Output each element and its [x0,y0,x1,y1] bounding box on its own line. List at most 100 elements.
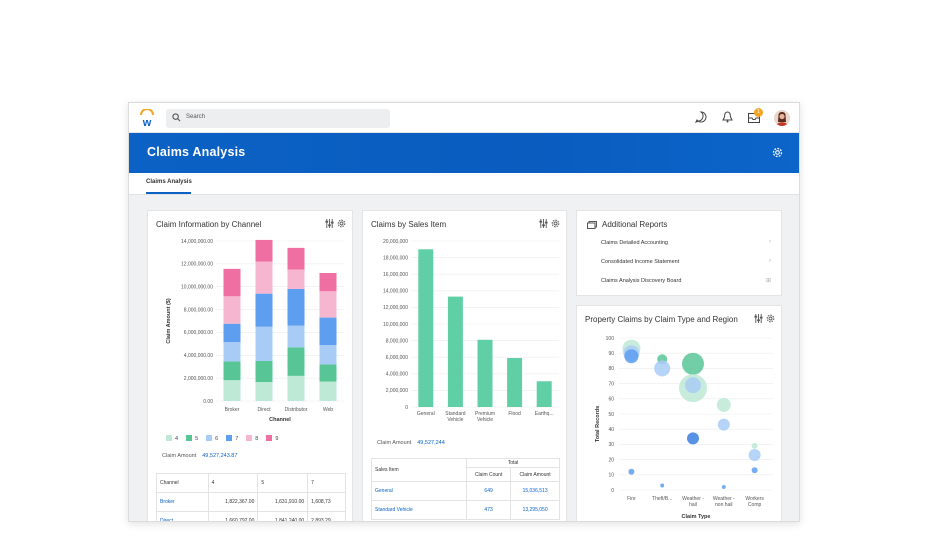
top-bar: w Search 1 [129,103,799,133]
row-name-link[interactable]: General [371,481,467,501]
card-actions [754,314,775,323]
chevron-right-icon[interactable]: › [769,239,771,245]
y-tick-label: 10 [608,473,614,479]
y-tick-label: 4,000,000 [386,372,408,378]
legend-label: 9 [275,436,279,442]
cell: 1,631,910.00 [257,492,309,512]
row-name-link[interactable]: Direct [156,511,209,521]
y-tick-label: 10,000,000 [383,322,408,328]
bar-segment [255,326,273,361]
table-header-row: Channel 4 5 7 [156,473,346,493]
x-tick-label: Comp [748,502,762,508]
card-claim-information-by-channel: Claim Information by Channel 14,000,000.… [147,210,353,521]
report-link[interactable]: Claims Detailed Accounting [601,240,668,246]
stacked-bar-chart: 14,000,000.00 12,000,000.00 10,000,000.00 8… [166,239,344,423]
row-name-link[interactable]: Standard Vehicle [371,500,467,520]
cell-link[interactable]: 649 [465,481,512,501]
bar-segment [287,375,305,401]
legend-label: 6 [215,436,219,442]
y-tick-label: 12,000,000 [383,305,408,311]
page-header: Claims Analysis [129,133,799,173]
user-avatar[interactable] [774,110,790,126]
notification-badge: 1 [754,108,763,117]
legend-item[interactable]: 9 [266,435,278,442]
card-actions [539,219,560,228]
cell-link[interactable]: 13,295,050 [510,500,560,520]
bar-segment [223,296,241,324]
gear-icon[interactable] [551,219,560,228]
legend-swatch [206,435,213,441]
search-placeholder: Search [186,114,206,120]
bar-segment [223,268,241,297]
bar-segment [255,261,273,294]
report-link[interactable]: Consolidated Income Statement [601,259,680,265]
group-header: Total [466,458,560,468]
bar [477,339,493,407]
card-property-claims: Property Claims by Claim Type and Region… [576,305,782,521]
y-tick-label: 6,000,000 [386,355,408,361]
y-tick-label: 14,000,000 [383,289,408,295]
total-value[interactable]: 49,527,243.87 [202,453,238,459]
legend-swatch [186,435,193,441]
bar [507,358,523,407]
bubble-point [751,467,758,474]
chevron-right-icon[interactable]: › [769,258,771,264]
reports-icon [587,221,597,229]
card-actions [325,219,346,228]
bar-chart: 20,000,000 18,000,000 16,000,000 14,000,000… [383,239,559,423]
bar-segment [255,239,273,262]
total-label: Claim Amount [377,440,412,446]
chart-settings-icon[interactable] [754,314,763,323]
card-additional-reports: Additional Reports Claims Detailed Accou… [576,210,782,296]
bar-segment [255,382,273,401]
discovery-board-icon[interactable]: ⊞ [765,278,771,284]
total-value[interactable]: 49,527,244 [417,440,445,446]
col-header: Claim Amount [510,467,560,482]
legend-item[interactable]: 4 [166,435,178,442]
bubble-point [628,468,635,475]
y-tick-label: 60 [608,397,614,403]
row-name-link[interactable]: Broker [156,492,209,512]
cell-link[interactable]: 473 [465,500,512,520]
active-tab-indicator [146,192,191,194]
legend-item[interactable]: 6 [206,435,218,442]
channel-table: Channel 4 5 7 Broker 1,822,367.00 1,631,… [156,473,346,521]
legend-item[interactable]: 5 [186,435,198,442]
legend-item[interactable]: 7 [226,435,238,442]
y-tick-label: 30 [608,442,614,448]
report-link[interactable]: Claims Analysis Discovery Board [601,278,682,284]
chart-settings-icon[interactable] [325,219,334,228]
x-tick-label: Premium [475,411,495,417]
x-tick-label: Direct [257,407,271,413]
sales-item-table: Sales Item Total Claim Count Claim Amoun… [371,458,560,520]
chat-icon[interactable] [695,111,707,123]
tab-claims-analysis[interactable]: Claims Analysis [146,179,192,185]
gear-icon[interactable] [772,147,783,158]
total-label: Claim Amount [162,453,197,459]
bar-segment [287,347,305,376]
y-tick-label: 100 [606,336,615,342]
x-tick-label: Distributor [285,407,308,413]
page-title: Claims Analysis [147,145,246,159]
y-tick-label: 20 [608,457,614,463]
y-tick-label: 8,000,000.00 [184,307,213,313]
gear-icon[interactable] [766,314,775,323]
card-claims-by-sales-item: Claims by Sales Item 20,000,000 18,000,00… [362,210,567,521]
x-tick-label: hail [689,502,697,508]
y-tick-label: 0 [611,488,614,494]
bar [447,296,463,407]
bar-segment [223,380,241,401]
search-input[interactable]: Search [166,109,390,128]
legend-item[interactable]: 8 [246,435,258,442]
gear-icon[interactable] [337,219,346,228]
bell-icon[interactable] [722,111,733,123]
cell-link[interactable]: 15,036,513 [510,481,560,501]
legend-label: 8 [255,436,259,442]
search-icon [172,113,181,122]
y-tick-label: 12,000,000.00 [181,262,213,268]
y-tick-label: 14,000,000.00 [181,239,213,245]
workday-logo-icon[interactable]: w [139,109,155,127]
y-tick-label: 0 [405,405,408,411]
chart-settings-icon[interactable] [539,219,548,228]
